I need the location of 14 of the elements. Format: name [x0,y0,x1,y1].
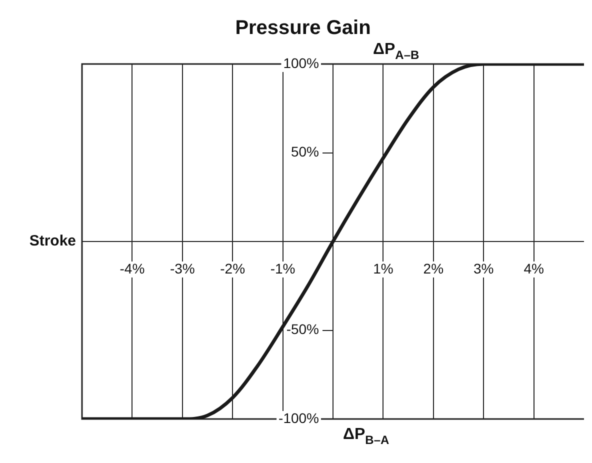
x-tick-label: 3% [473,260,494,276]
y-tick-label: 100% [283,54,319,71]
x-axis-title: Stroke [29,232,76,250]
y-tick-label: 50% [290,144,319,160]
x-tick-label: 1% [373,260,394,276]
x-tick-label: 2% [423,260,444,276]
x-tick-label: -2% [220,260,246,276]
chart-title: Pressure Gain [235,17,371,39]
y-tick-label: -50% [286,321,319,338]
y-tick-label: -100% [278,410,319,426]
x-tick-label: -3% [170,260,195,276]
x-tick-label: -4% [120,260,145,276]
x-tick-label: -1% [270,260,296,276]
x-tick-label: 4% [524,260,544,276]
